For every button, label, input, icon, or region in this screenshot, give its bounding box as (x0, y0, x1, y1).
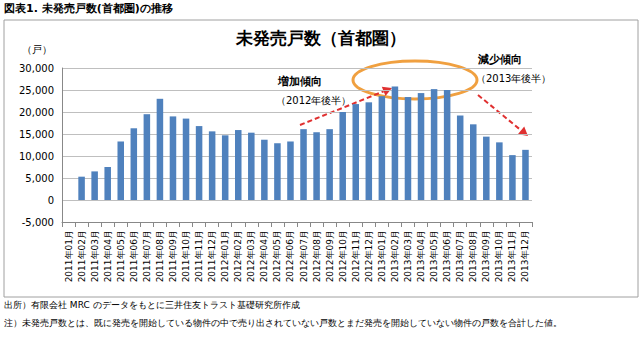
svg-text:2011年11月: 2011年11月 (194, 230, 204, 282)
svg-text:（2012年後半）: （2012年後半） (276, 95, 351, 106)
svg-text:図表1. 未発売戸数(首都圏)の推移: 図表1. 未発売戸数(首都圏)の推移 (4, 2, 173, 15)
svg-text:2013年07月: 2013年07月 (455, 230, 465, 282)
svg-text:2011年08月: 2011年08月 (155, 230, 165, 282)
svg-text:2011年02月: 2011年02月 (77, 230, 87, 282)
svg-text:2012年09月: 2012年09月 (325, 230, 335, 282)
svg-text:2012年06月: 2012年06月 (285, 230, 295, 282)
svg-text:2012年03月: 2012年03月 (246, 230, 256, 282)
svg-text:2012年07月: 2012年07月 (299, 230, 309, 282)
svg-text:2013年09月: 2013年09月 (481, 230, 491, 282)
svg-text:減少傾向: 減少傾向 (477, 53, 522, 66)
svg-text:20,000: 20,000 (19, 107, 54, 118)
svg-text:2011年03月: 2011年03月 (90, 230, 100, 282)
svg-text:10,000: 10,000 (19, 151, 54, 162)
svg-text:2012年04月: 2012年04月 (259, 230, 269, 282)
svg-text:2013年10月: 2013年10月 (494, 230, 504, 282)
svg-text:0: 0 (48, 195, 54, 206)
svg-text:2011年05月: 2011年05月 (116, 230, 126, 282)
svg-text:（戸）: （戸） (22, 44, 52, 55)
svg-text:2011年09月: 2011年09月 (168, 230, 178, 282)
svg-text:25,000: 25,000 (19, 85, 54, 96)
svg-text:2012年02月: 2012年02月 (233, 230, 243, 282)
svg-text:出所）有限会社 MRC のデータをもとに三井住友トラスト基礎: 出所）有限会社 MRC のデータをもとに三井住友トラスト基礎研究所作成 (4, 300, 300, 310)
svg-text:2012年05月: 2012年05月 (272, 230, 282, 282)
svg-text:30,000: 30,000 (19, 63, 54, 74)
svg-text:2013年03月: 2013年03月 (403, 230, 413, 282)
svg-text:2013年11月: 2013年11月 (507, 230, 517, 282)
svg-text:2013年08月: 2013年08月 (468, 230, 478, 282)
svg-text:未発売戸数（首都圏）: 未発売戸数（首都圏） (235, 28, 406, 48)
svg-text:2013年06月: 2013年06月 (442, 230, 452, 282)
svg-text:-5,000: -5,000 (22, 217, 54, 228)
svg-text:2012年10月: 2012年10月 (338, 230, 348, 282)
svg-text:2012年11月: 2012年11月 (351, 230, 361, 282)
svg-text:15,000: 15,000 (19, 129, 54, 140)
svg-text:2012年01月: 2012年01月 (220, 230, 230, 282)
svg-text:2013年04月: 2013年04月 (416, 230, 426, 282)
svg-text:（2013年後半）: （2013年後半） (476, 73, 551, 84)
svg-text:増加傾向: 増加傾向 (277, 75, 322, 88)
svg-text:2011年04月: 2011年04月 (103, 230, 113, 282)
svg-text:注）未発売戸数とは、既に発売を開始している物件の中で売り出さ: 注）未発売戸数とは、既に発売を開始している物件の中で売り出されていない戸数とまだ… (4, 318, 562, 328)
svg-text:2011年10月: 2011年10月 (181, 230, 191, 282)
svg-text:2013年01月: 2013年01月 (377, 230, 387, 282)
svg-text:2013年12月: 2013年12月 (520, 230, 530, 282)
svg-text:5,000: 5,000 (25, 173, 54, 184)
svg-text:2013年05月: 2013年05月 (429, 230, 439, 282)
svg-text:2011年06月: 2011年06月 (129, 230, 139, 282)
svg-text:2011年12月: 2011年12月 (207, 230, 217, 282)
svg-text:2012年12月: 2012年12月 (364, 230, 374, 282)
svg-text:2013年02月: 2013年02月 (390, 230, 400, 282)
svg-text:2012年08月: 2012年08月 (312, 230, 322, 282)
svg-text:2011年07月: 2011年07月 (142, 230, 152, 282)
svg-text:2011年01月: 2011年01月 (64, 230, 74, 282)
